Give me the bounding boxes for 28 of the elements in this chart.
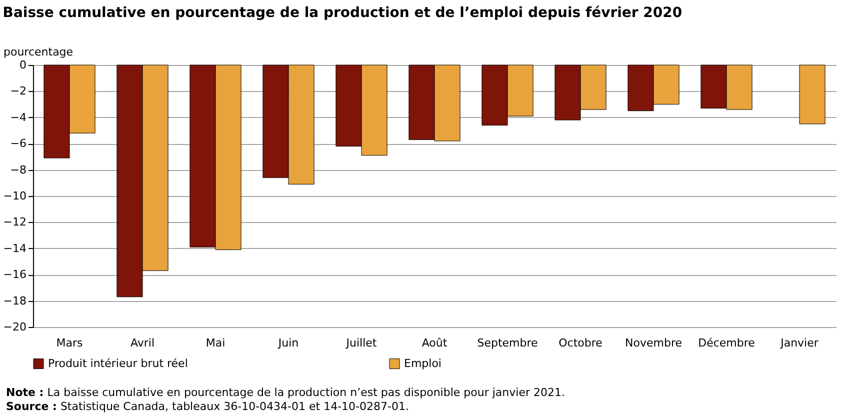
- y-tick-label: −4: [10, 110, 26, 124]
- x-tick-label: Avril: [130, 336, 155, 350]
- y-tick-label: −12: [3, 216, 26, 229]
- x-tick-label: Juillet: [345, 336, 378, 350]
- y-tick-label: −2: [10, 84, 26, 98]
- text: Note : La baisse cumulative en pourcentage de la production n’est pas disponible pour janvier 2021.: [6, 386, 565, 400]
- x-tick-label: Septembre: [477, 336, 538, 350]
- y-tick-label: −8: [10, 163, 26, 176]
- chart-title: Baisse cumulative en pourcentage de la production et de l’emploi depuis février 2020: [2, 5, 682, 21]
- x-tick-label: Novembre: [625, 336, 682, 350]
- y-tick-label: −18: [3, 294, 26, 308]
- y-tick-label: −20: [3, 320, 26, 334]
- x-tick-label: Janvier: [780, 336, 819, 350]
- y-tick-label: −10: [3, 190, 26, 202]
- legend-label: Produit intérieur brut réel: [48, 356, 188, 370]
- source-note: Source : Statistique Canada, tableaux 36-10-0434-01 et 14-10-0287-01.: [6, 400, 410, 414]
- y-tick-label: −6: [10, 137, 26, 150]
- x-tick-label: Août: [422, 336, 448, 350]
- x-tick-label: Décembre: [698, 336, 756, 350]
- y-tick-label: 0: [20, 58, 26, 72]
- y-axis-title: pourcentage: [4, 46, 74, 58]
- x-tick-label: Mai: [206, 336, 226, 350]
- legend-label: Emploi: [404, 356, 442, 370]
- x-tick-label: Juin: [277, 336, 299, 350]
- y-tick-label: −16: [3, 268, 26, 282]
- y-tick-label: −14: [3, 242, 26, 255]
- x-tick-label: Mars: [56, 336, 84, 350]
- x-tick-label: Octobre: [558, 336, 603, 350]
